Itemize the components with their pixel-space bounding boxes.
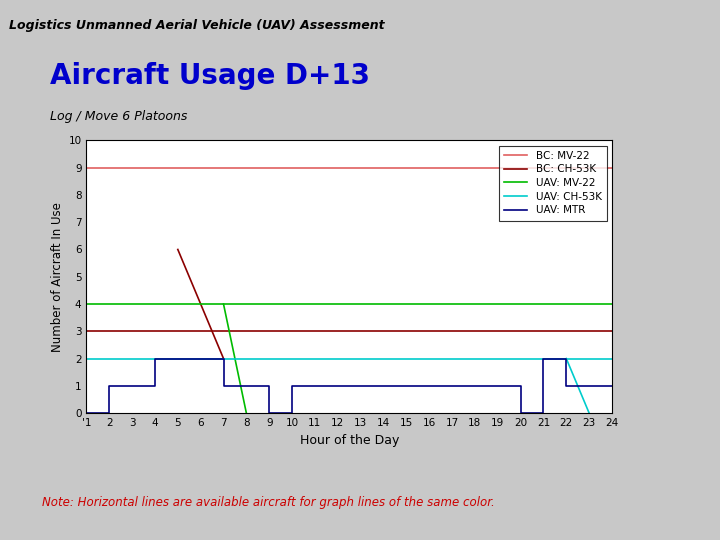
Text: Logistics Unmanned Aerial Vehicle (UAV) Assessment: Logistics Unmanned Aerial Vehicle (UAV) … (9, 19, 384, 32)
Legend: BC: MV-22, BC: CH-53K, UAV: MV-22, UAV: CH-53K, UAV: MTR: BC: MV-22, BC: CH-53K, UAV: MV-22, UAV: … (499, 146, 607, 221)
Text: Log / Move 6 Platoons: Log / Move 6 Platoons (50, 110, 188, 123)
Y-axis label: Number of Aircraft In Use: Number of Aircraft In Use (51, 202, 64, 352)
Text: Aircraft Usage D+13: Aircraft Usage D+13 (50, 62, 370, 90)
Text: Note: Horizontal lines are available aircraft for graph lines of the same color.: Note: Horizontal lines are available air… (42, 496, 495, 509)
X-axis label: Hour of the Day: Hour of the Day (300, 434, 399, 447)
